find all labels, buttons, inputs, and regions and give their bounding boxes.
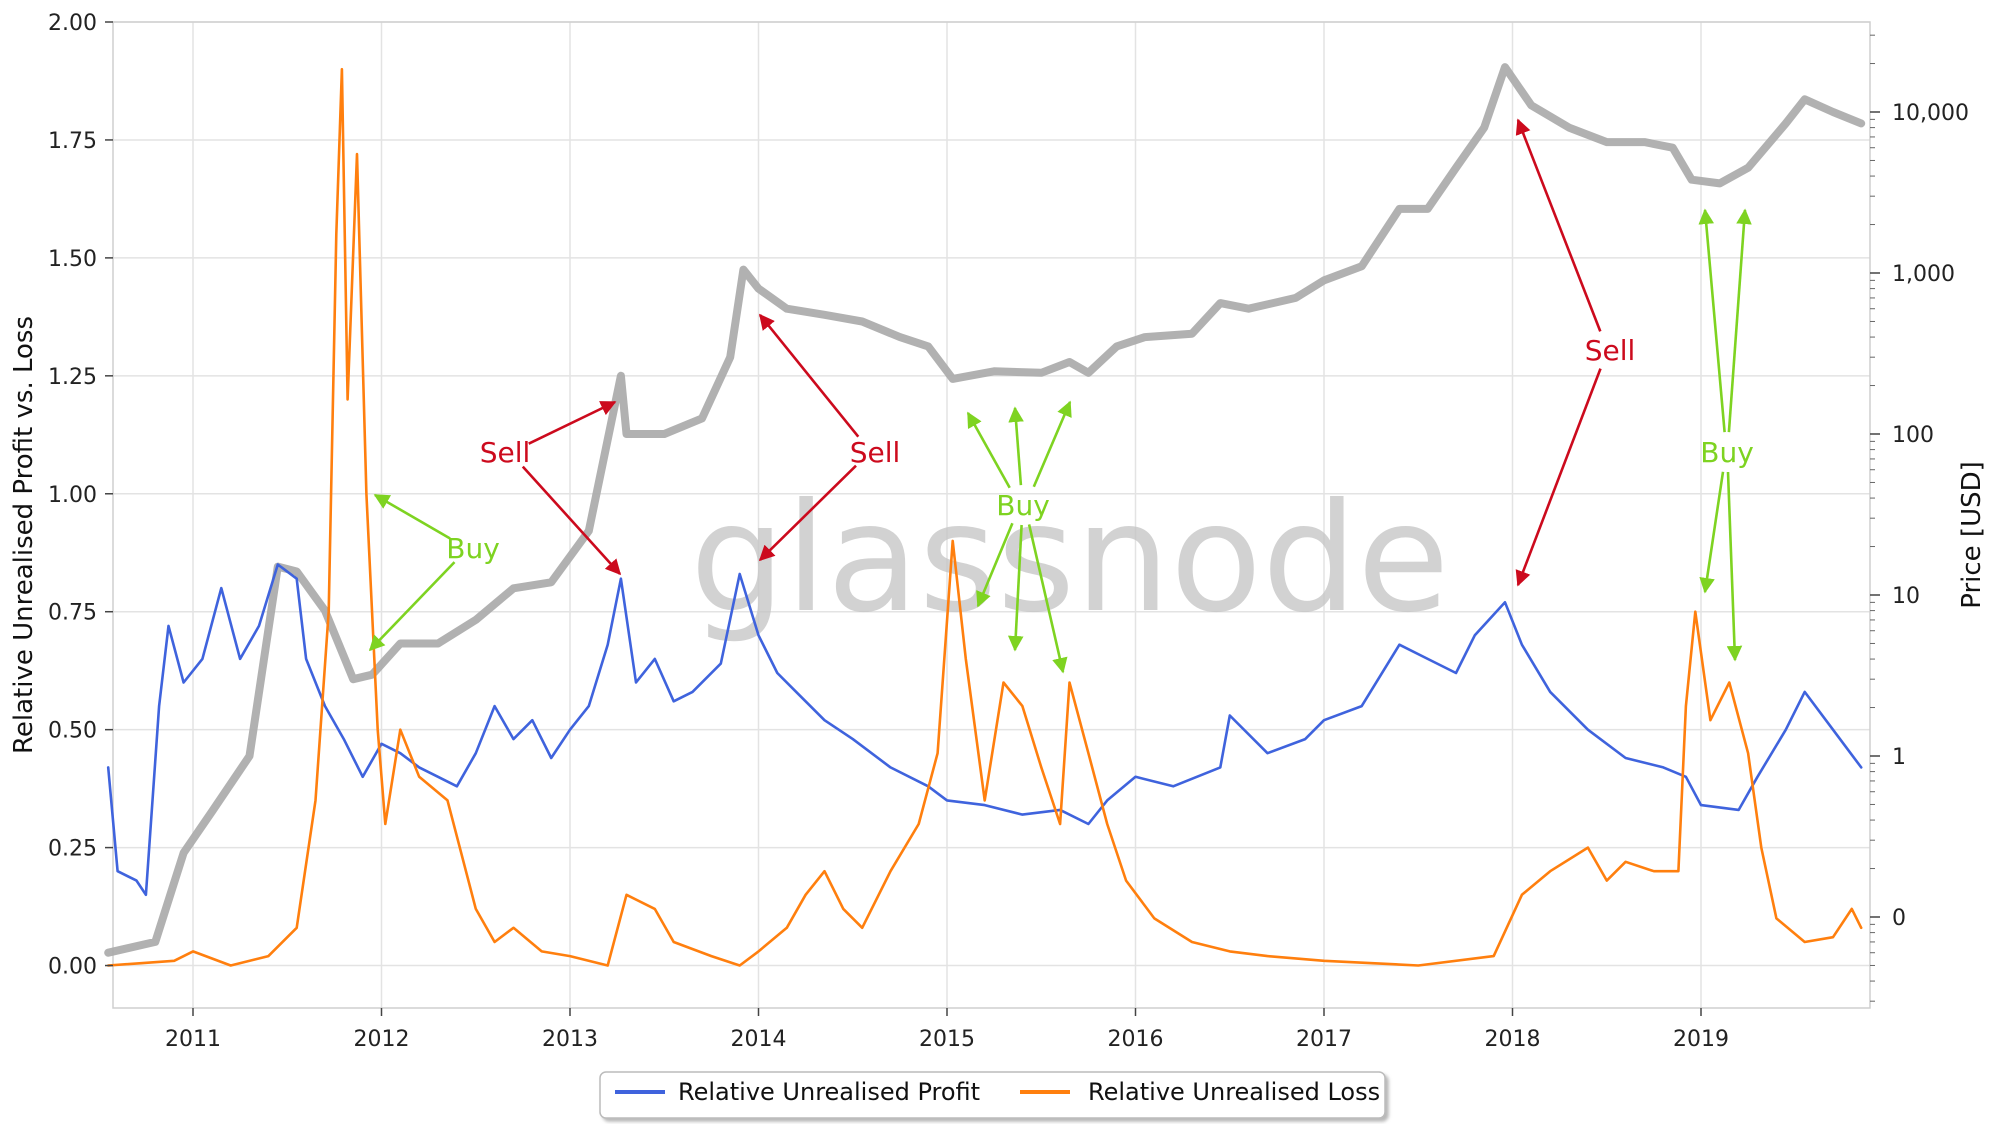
watermark: glassnode — [690, 472, 1449, 646]
x-tick-label: 2014 — [731, 1027, 787, 1052]
legend-box — [599, 1071, 1386, 1119]
buy-arrow — [1727, 208, 1752, 433]
buy-arrow — [373, 493, 451, 540]
x-tick-label: 2018 — [1485, 1027, 1541, 1052]
legend-label-profit: Relative Unrealised Profit — [678, 1078, 980, 1106]
left-tick-label: 0.25 — [48, 837, 97, 862]
annotation-labels: Buy Sell Sell Buy Sell Buy — [446, 334, 1754, 565]
right-tick-label: 0 — [1892, 906, 1906, 931]
left-axis-title: Relative Unrealised Profit vs. Loss — [9, 316, 39, 754]
sell-arrow — [521, 465, 622, 576]
sell-annotation-label: Sell — [850, 436, 901, 469]
buy-arrow — [1698, 208, 1726, 433]
series-line-relative-unrealised-profit — [106, 563, 1863, 897]
right-tick-label: 10 — [1892, 584, 1920, 609]
right-tick-label: 1,000 — [1892, 262, 1955, 287]
annotation-arrows — [368, 118, 1752, 674]
x-tick-label: 2011 — [165, 1027, 221, 1052]
buy-annotation-label: Buy — [1700, 436, 1754, 469]
left-axis-ticks: 0.00 0.25 0.50 0.75 1.00 1.25 1.50 1.75 2.00 — [48, 11, 113, 980]
buy-arrow — [966, 411, 1011, 489]
series-layer — [104, 63, 1866, 967]
x-tick-label: 2015 — [919, 1027, 975, 1052]
buy-arrow — [1007, 524, 1024, 652]
x-tick-label: 2016 — [1108, 1027, 1164, 1052]
right-tick-label: 100 — [1892, 423, 1934, 448]
sell-annotation-label: Sell — [480, 436, 531, 469]
left-tick-label: 1.00 — [48, 483, 97, 508]
right-axis-title: Price [USD] — [1957, 461, 1987, 609]
buy-annotation-label: Buy — [996, 489, 1050, 522]
plot-frame — [112, 21, 1871, 1009]
legend-label-loss: Relative Unrealised Loss — [1088, 1078, 1380, 1106]
x-tick-label: 2012 — [354, 1027, 410, 1052]
left-tick-label: 1.25 — [48, 365, 97, 390]
buy-arrow — [1032, 400, 1072, 488]
sell-arrow — [758, 464, 857, 562]
right-tick-label: 10,000 — [1892, 101, 1969, 126]
x-tick-label: 2019 — [1673, 1027, 1729, 1052]
left-tick-label: 1.50 — [48, 247, 97, 272]
left-tick-label: 0.50 — [48, 719, 97, 744]
sell-arrow — [1515, 118, 1602, 332]
x-tick-label: 2013 — [542, 1027, 598, 1052]
buy-arrow — [1699, 471, 1725, 594]
legend: Relative Unrealised Profit Relative Unre… — [599, 1071, 1386, 1119]
right-tick-label: 1 — [1892, 745, 1906, 770]
sell-arrow — [1515, 368, 1602, 587]
left-tick-label: 0.00 — [48, 955, 97, 980]
buy-arrow — [1726, 471, 1743, 662]
left-tick-label: 1.75 — [48, 129, 97, 154]
buy-annotation-label: Buy — [446, 532, 500, 565]
series-line-relative-unrealised-loss — [106, 67, 1863, 967]
sell-arrow — [758, 313, 860, 438]
sell-arrow — [528, 400, 617, 445]
sell-annotation-label: Sell — [1585, 334, 1636, 367]
buy-arrow — [976, 522, 1014, 608]
x-axis-ticks: 2011 2012 2013 2014 2015 2016 2017 2018 2019 — [165, 1008, 1729, 1052]
buy-arrow — [1008, 406, 1024, 486]
right-axis-ticks: 0 1 10 100 1,000 10,000 — [1870, 34, 1969, 1002]
buy-arrow — [1027, 524, 1068, 674]
left-tick-label: 0.75 — [48, 601, 97, 626]
x-tick-label: 2017 — [1296, 1027, 1352, 1052]
series-line-price — [104, 63, 1866, 957]
left-tick-label: 2.00 — [48, 11, 97, 36]
buy-arrow — [368, 561, 456, 652]
